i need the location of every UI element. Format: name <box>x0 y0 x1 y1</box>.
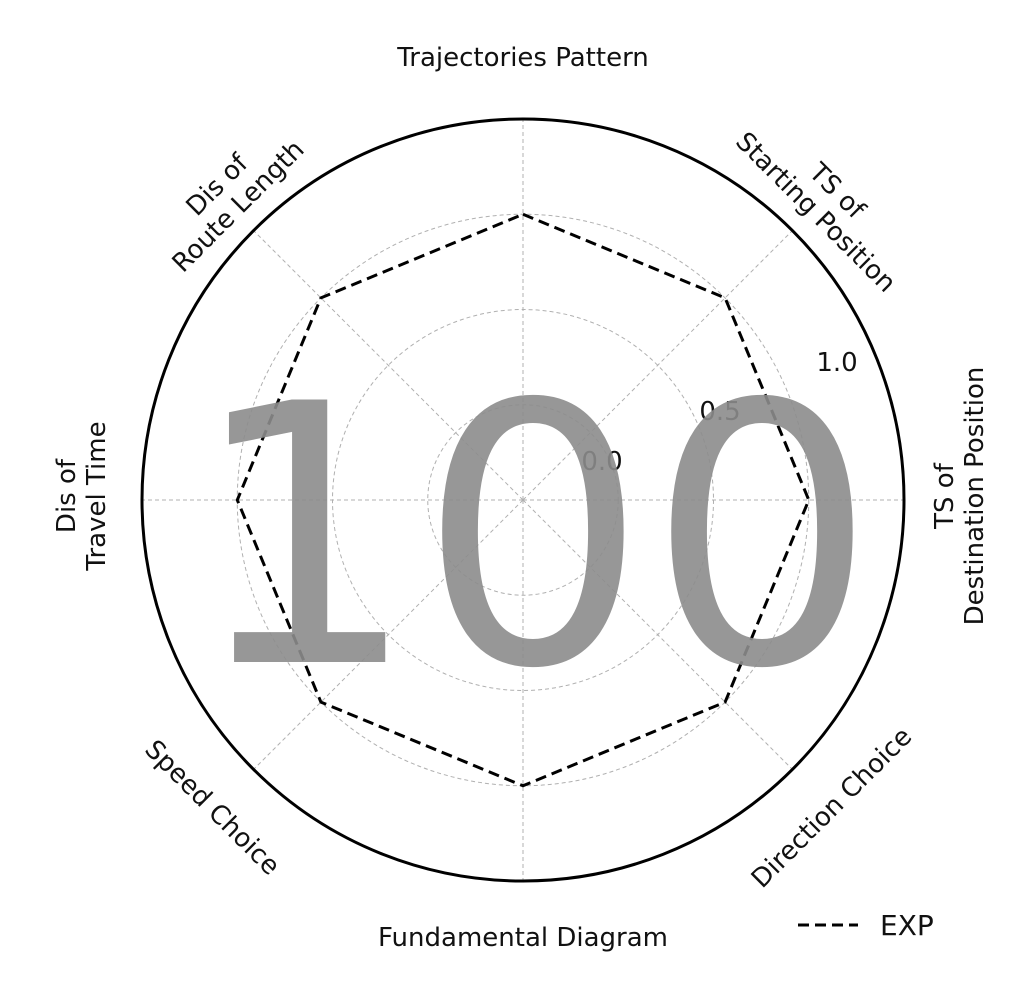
axis-label-line: Fundamental Diagram <box>378 923 668 953</box>
axis-label: Dis ofRoute Length <box>145 113 310 278</box>
tick-layer: 0.0 0.5 1.0 <box>581 348 857 477</box>
rtick-label: 0.0 <box>581 447 622 477</box>
legend-label-exp: EXP <box>880 909 934 942</box>
axis-label-line: Direction Choice <box>745 721 917 893</box>
axis-label-line: Trajectories Pattern <box>396 43 649 73</box>
rtick-label: 0.5 <box>699 397 740 427</box>
ring-gridline <box>427 404 619 596</box>
axis-label-text: TS ofDestination Position <box>930 367 990 626</box>
axis-label: Direction Choice <box>745 721 917 893</box>
axis-label-line: Dis of <box>52 458 82 533</box>
axis-label-text: Trajectories Pattern <box>396 43 649 73</box>
axis-label: Fundamental Diagram <box>378 923 668 953</box>
watermark-text: 100 <box>189 328 876 747</box>
axis-label: Trajectories Pattern <box>396 43 649 73</box>
axis-label-line: Destination Position <box>960 367 990 626</box>
ring-gridline <box>332 309 714 691</box>
legend: EXP <box>798 909 934 942</box>
axis-label: Speed Choice <box>139 734 286 881</box>
rtick-label: 1.0 <box>816 348 857 378</box>
axis-label-line: TS of <box>930 462 960 530</box>
outer-frame <box>140 117 906 883</box>
axis-label-text: Direction Choice <box>745 721 917 893</box>
series-layer <box>235 212 811 788</box>
axis-label-text: Speed Choice <box>139 734 286 881</box>
axis-label: Dis ofTravel Time <box>52 421 112 571</box>
axis-label-line: Travel Time <box>82 421 112 571</box>
axis-label-text: Dis ofTravel Time <box>52 421 112 571</box>
axis-label: TS ofDestination Position <box>930 367 990 626</box>
axis-label-line: Speed Choice <box>139 734 286 881</box>
axis-label-text: Fundamental Diagram <box>378 923 668 953</box>
axis-label-line: Starting Position <box>730 126 902 298</box>
spoke-gridline <box>253 230 524 501</box>
axis-label-text: Dis ofRoute Length <box>145 113 310 278</box>
